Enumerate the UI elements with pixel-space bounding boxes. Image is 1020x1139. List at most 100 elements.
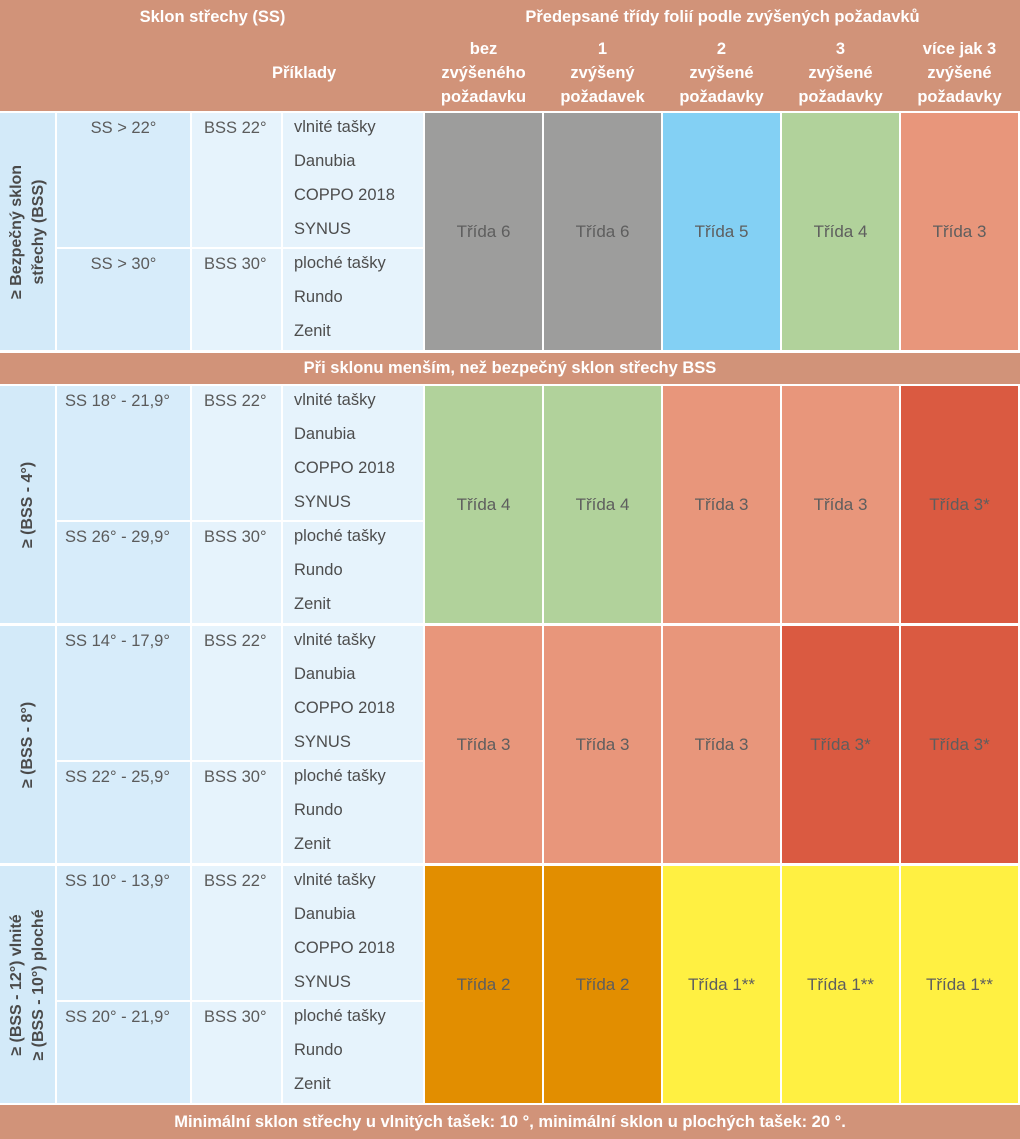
example-item: Danubia bbox=[294, 665, 356, 683]
class-cell: Třída 3 bbox=[544, 626, 661, 863]
column-header-line: bez bbox=[469, 40, 498, 58]
example-item: vlnité tašky bbox=[294, 871, 376, 889]
column-header-line: zvýšeného bbox=[441, 64, 526, 82]
column-header-line: zvýšené bbox=[808, 64, 873, 82]
example-item: SYNUS bbox=[294, 220, 351, 238]
example-item: SYNUS bbox=[294, 733, 351, 751]
group-label-line: ≥ (BSS - 8°) bbox=[18, 701, 36, 788]
example-item: ploché tašky bbox=[294, 527, 386, 545]
class-cell: Třída 2 bbox=[425, 866, 542, 1103]
bss-value: BSS 22° bbox=[192, 386, 281, 520]
column-header-line: zvýšený bbox=[570, 64, 635, 82]
example-item: COPPO 2018 bbox=[294, 939, 395, 957]
class-cell: Třída 3 bbox=[663, 626, 780, 863]
class-cell: Třída 3 bbox=[663, 386, 780, 623]
column-header-text: bez zvýšeného požadavku bbox=[441, 37, 526, 109]
column-header-text: 2 zvýšené požadavky bbox=[679, 37, 763, 109]
group-label: ≥ Bezpečný sklon střechy (BSS) bbox=[6, 164, 50, 298]
example-item: ploché tašky bbox=[294, 767, 386, 785]
bss-value: BSS 22° bbox=[192, 113, 281, 247]
class-cell: Třída 1** bbox=[663, 866, 780, 1103]
column-header-text: více jak 3 zvýšené požadavky bbox=[917, 37, 1001, 109]
examples-cell bbox=[283, 762, 423, 863]
column-header-line: zvýšené bbox=[927, 64, 992, 82]
group-label-line: ≥ (BSS - 12°) vlnité bbox=[7, 913, 25, 1056]
class-cell: Třída 2 bbox=[544, 866, 661, 1103]
group-label-cell: ≥ (BSS - 4°) bbox=[0, 386, 55, 623]
class-cell: Třída 3* bbox=[901, 626, 1018, 863]
example-item: SYNUS bbox=[294, 493, 351, 511]
footer-bar: Minimální sklon střechy u vlnitých tašek… bbox=[0, 1105, 1020, 1139]
column-header-line: požadavky bbox=[679, 88, 764, 106]
group-label-line: ≥ Bezpečný sklon bbox=[7, 164, 25, 299]
bss-value: BSS 30° bbox=[192, 249, 281, 350]
slope-range: SS 20° - 21,9° bbox=[57, 1002, 190, 1103]
examples-cell bbox=[283, 866, 423, 1000]
example-item: COPPO 2018 bbox=[294, 699, 395, 717]
slope-range: SS 10° - 13,9° bbox=[57, 866, 190, 1000]
class-cell: Třída 5 bbox=[663, 113, 780, 350]
bss-value: BSS 22° bbox=[192, 866, 281, 1000]
examples-cell bbox=[283, 626, 423, 760]
column-header-line: 1 bbox=[597, 40, 608, 58]
group-label-cell: ≥ Bezpečný sklon střechy (BSS) bbox=[0, 113, 55, 350]
group-label-cell: ≥ (BSS - 8°) bbox=[0, 626, 55, 863]
column-header-line: 2 bbox=[716, 40, 727, 58]
example-item: Rundo bbox=[294, 801, 343, 819]
column-header-line: požadavky bbox=[798, 88, 883, 106]
bss-value: BSS 30° bbox=[192, 1002, 281, 1103]
example-item: Zenit bbox=[294, 1075, 331, 1093]
slope-range: SS 18° - 21,9° bbox=[57, 386, 190, 520]
class-cell: Třída 4 bbox=[425, 386, 542, 623]
class-cell: Třída 1** bbox=[901, 866, 1018, 1103]
column-header: bez zvýšeného požadavku bbox=[425, 37, 542, 109]
column-header-line: požadavku bbox=[440, 88, 527, 106]
classes-title: Předepsané třídy folií podle zvýšených p… bbox=[525, 8, 920, 26]
slope-range: SS 26° - 29,9° bbox=[57, 522, 190, 623]
example-item: Rundo bbox=[294, 288, 343, 306]
class-cell: Třída 4 bbox=[544, 386, 661, 623]
class-cell: Třída 6 bbox=[425, 113, 542, 350]
group-label-line: ≥ (BSS - 4°) bbox=[18, 461, 36, 548]
class-cell: Třída 3* bbox=[782, 626, 899, 863]
class-cell: Třída 3 bbox=[901, 113, 1018, 350]
bss-value: BSS 22° bbox=[192, 626, 281, 760]
example-item: ploché tašky bbox=[294, 254, 386, 272]
slope-range: SS > 30° bbox=[57, 249, 190, 350]
group-label: ≥ (BSS - 12°) vlnité ≥ (BSS - 10°) ploché bbox=[6, 909, 50, 1060]
slope-title: Sklon střechy (SS) bbox=[139, 8, 286, 26]
column-header-text: 3 zvýšené požadavky bbox=[798, 37, 882, 109]
example-item: Danubia bbox=[294, 905, 356, 923]
example-item: Danubia bbox=[294, 425, 356, 443]
examples-cell bbox=[283, 249, 423, 350]
group-label: ≥ (BSS - 4°) bbox=[17, 461, 39, 547]
slope-range: SS 14° - 17,9° bbox=[57, 626, 190, 760]
slope-range: SS 22° - 25,9° bbox=[57, 762, 190, 863]
column-header: 3 zvýšené požadavky bbox=[782, 37, 899, 109]
example-item: vlnité tašky bbox=[294, 391, 376, 409]
example-item: Rundo bbox=[294, 1041, 343, 1059]
example-item: SYNUS bbox=[294, 973, 351, 991]
example-item: Zenit bbox=[294, 835, 331, 853]
column-header: 1 zvýšený požadavek bbox=[544, 37, 661, 109]
middle-bar: Při sklonu menším, než bezpečný sklon st… bbox=[0, 353, 1020, 384]
class-cell: Třída 3 bbox=[425, 626, 542, 863]
example-item: COPPO 2018 bbox=[294, 459, 395, 477]
column-header: 2 zvýšené požadavky bbox=[663, 37, 780, 109]
examples-cell bbox=[283, 386, 423, 520]
class-cell: Třída 3* bbox=[901, 386, 1018, 623]
table-header bbox=[0, 0, 1020, 111]
example-item: vlnité tašky bbox=[294, 631, 376, 649]
class-cell: Třída 6 bbox=[544, 113, 661, 350]
example-item: vlnité tašky bbox=[294, 118, 376, 136]
example-item: Danubia bbox=[294, 152, 356, 170]
class-cell: Třída 4 bbox=[782, 113, 899, 350]
column-header-line: požadavek bbox=[560, 88, 645, 106]
example-item: ploché tašky bbox=[294, 1007, 386, 1025]
class-cell: Třída 1** bbox=[782, 866, 899, 1103]
class-cell: Třída 3 bbox=[782, 386, 899, 623]
examples-cell bbox=[283, 522, 423, 623]
column-header-line: 3 bbox=[835, 40, 846, 58]
bss-value: BSS 30° bbox=[192, 522, 281, 623]
